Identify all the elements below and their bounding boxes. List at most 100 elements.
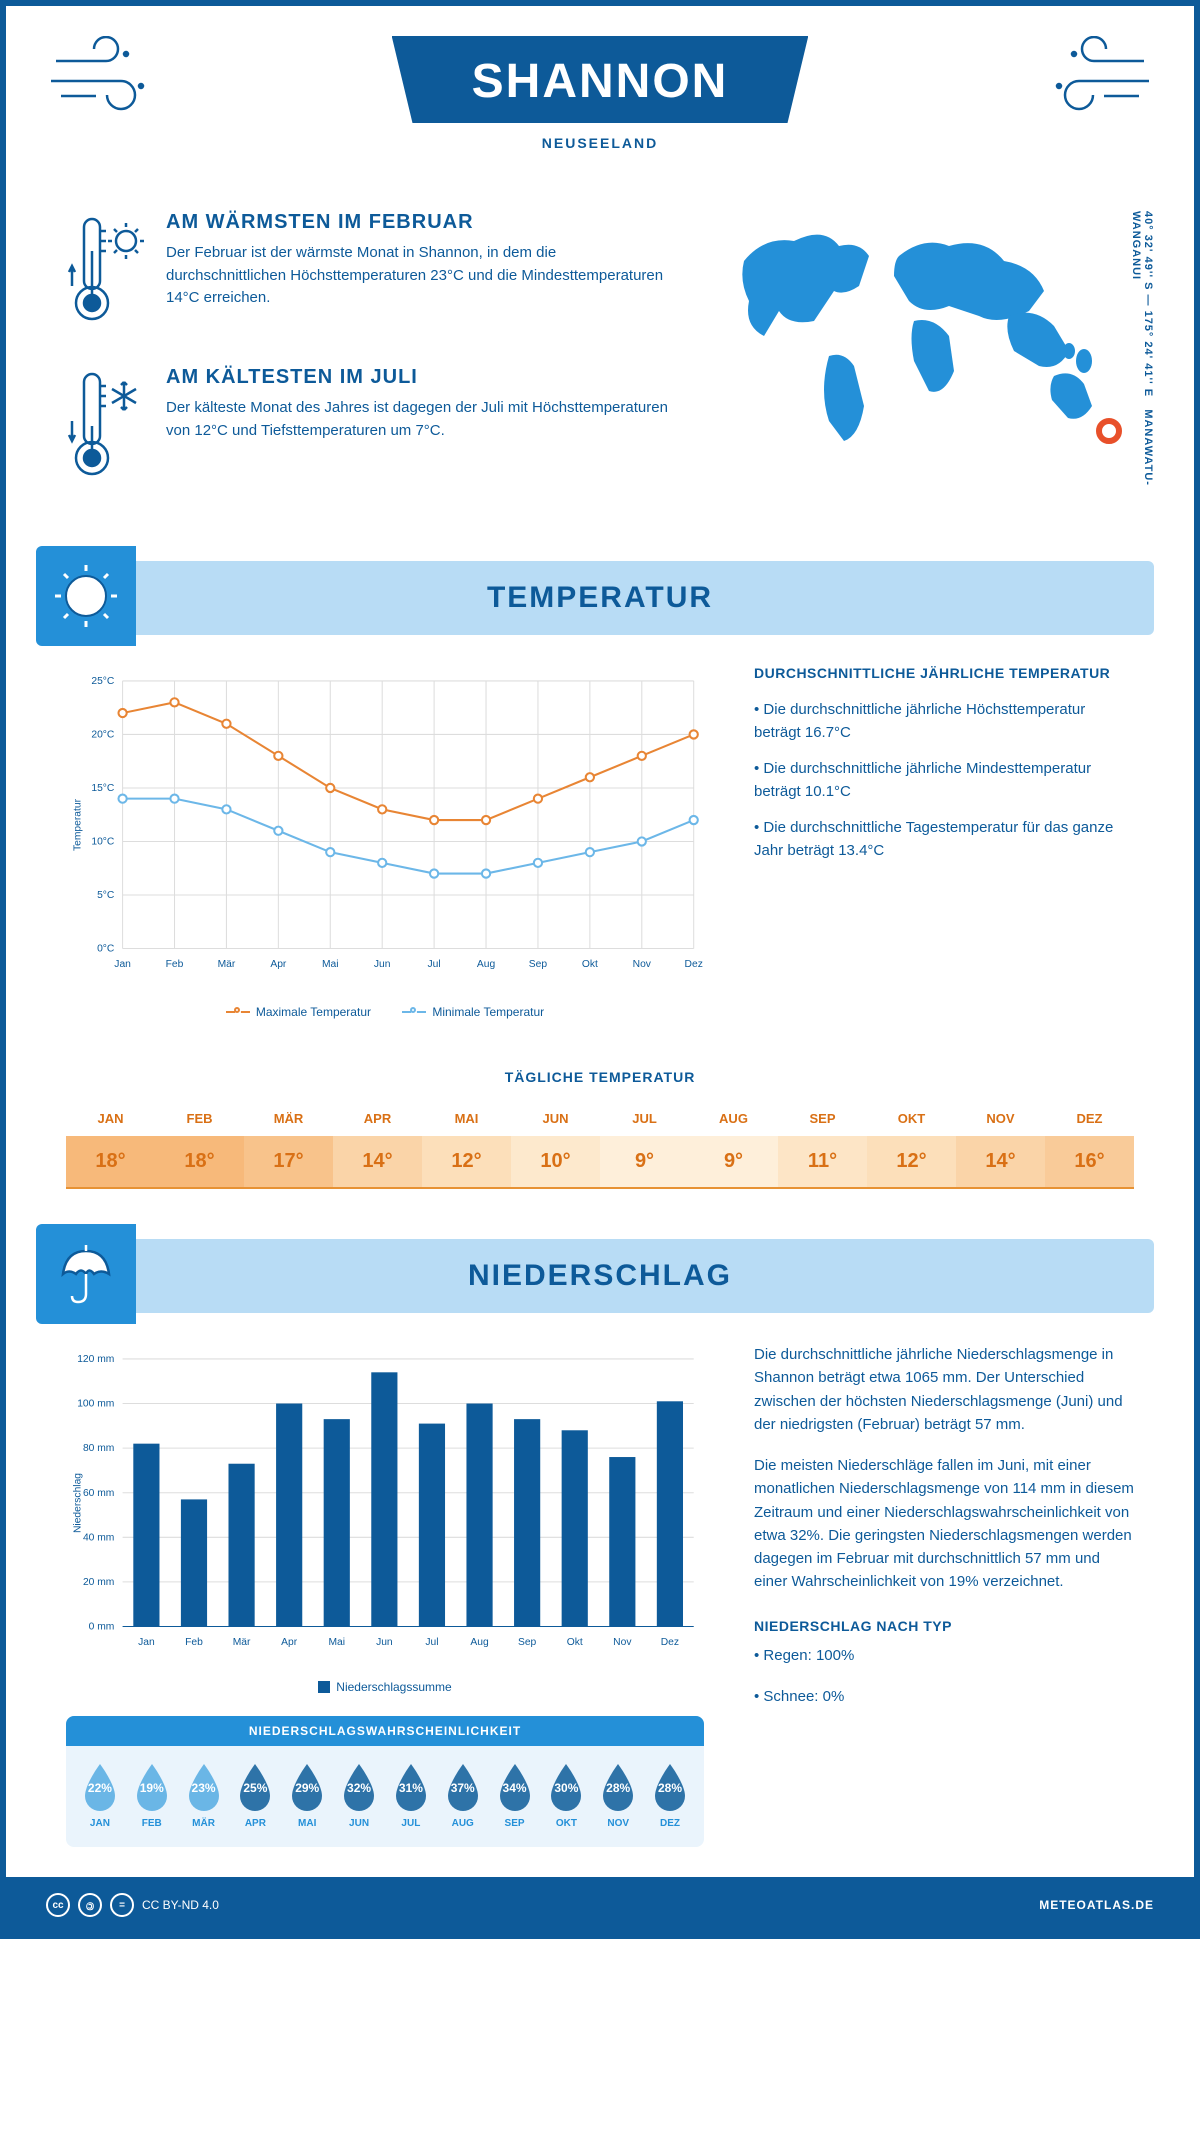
svg-text:Mär: Mär [233,1637,251,1648]
droplet-icon: 29% [286,1760,328,1812]
droplet-icon: 30% [545,1760,587,1812]
warmest-block: AM WÄRMSTEN IM FEBRUAR Der Februar ist d… [66,211,674,336]
svg-text:Feb: Feb [185,1637,203,1648]
probability-month: APR [231,1818,279,1829]
world-map: 40° 32' 49'' S — 175° 24' 41'' E MANAWAT… [714,211,1134,521]
umbrella-icon [36,1224,136,1324]
svg-text:0°C: 0°C [97,944,115,955]
precip-chart-legend: Niederschlagssumme [66,1680,704,1696]
probability-cell: 23%MÄR [180,1760,228,1829]
temp-value: 9° [689,1136,778,1187]
info-left: AM WÄRMSTEN IM FEBRUAR Der Februar ist d… [66,211,674,521]
temperature-line-chart: 0°C5°C10°C15°C20°C25°CJanFebMärAprMaiJun… [66,665,704,1019]
precipitation-bar-chart: 0 mm20 mm40 mm60 mm80 mm100 mm120 mmJanF… [66,1343,704,1663]
probability-value: 28% [606,1781,630,1795]
probability-value: 23% [192,1781,216,1795]
svg-text:120 mm: 120 mm [77,1354,114,1365]
svg-text:20 mm: 20 mm [83,1577,114,1588]
probability-cell: 30% OKT [542,1760,590,1829]
svg-text:20°C: 20°C [91,730,115,741]
warmest-desc: Der Februar ist der wärmste Monat in Sha… [166,242,674,310]
coldest-title: AM KÄLTESTEN IM JULI [166,366,674,389]
precip-text-1: Die durchschnittliche jährliche Niedersc… [754,1343,1134,1436]
temp-value: 18° [155,1136,244,1187]
svg-text:Nov: Nov [613,1637,632,1648]
precip-type-title: NIEDERSCHLAG NACH TYP [754,1618,1134,1634]
precipitation-section-header: NIEDERSCHLAG [46,1239,1154,1313]
svg-text:Jun: Jun [374,959,391,970]
temp-fact-2: • Die durchschnittliche jährliche Mindes… [754,758,1134,803]
temp-cell: MAI12° [422,1101,511,1187]
country-subtitle: NEUSEELAND [46,135,1154,151]
probability-cell: 34%SEP [491,1760,539,1829]
probability-value: 19% [140,1781,164,1795]
title-badge: SHANNON [392,36,809,123]
temp-value: 10° [511,1136,600,1187]
svg-text:Mär: Mär [218,959,236,970]
temp-month-label: AUG [689,1101,778,1136]
probability-month: NOV [594,1818,642,1829]
temperature-facts: DURCHSCHNITTLICHE JÄHRLICHE TEMPERATUR •… [754,665,1134,1019]
svg-text:Feb: Feb [166,959,184,970]
temp-cell: JUL9° [600,1101,689,1187]
probability-value: 37% [451,1781,475,1795]
daily-temp-title: TÄGLICHE TEMPERATUR [6,1069,1194,1085]
probability-value: 32% [347,1781,371,1795]
daily-temp-table: JAN18°FEB18°MÄR17°APR14°MAI12°JUN10°JUL9… [66,1101,1134,1189]
svg-text:Apr: Apr [270,959,287,970]
precipitation-left: 0 mm20 mm40 mm60 mm80 mm100 mm120 mmJanF… [66,1343,704,1847]
probability-cell: 37% AUG [439,1760,487,1829]
precip-rain: • Regen: 100% [754,1644,1134,1667]
probability-value: 25% [243,1781,267,1795]
svg-text:Okt: Okt [567,1637,583,1648]
footer-site: METEOATLAS.DE [1039,1898,1154,1912]
wind-icon-left [46,36,166,116]
footer-license: cc 🄯 = CC BY-ND 4.0 [46,1893,219,1917]
probability-month: DEZ [646,1818,694,1829]
temp-fact-3: • Die durchschnittliche Tagestemperatur … [754,817,1134,862]
svg-text:0 mm: 0 mm [89,1622,115,1633]
svg-text:Jun: Jun [376,1637,393,1648]
probability-title: NIEDERSCHLAGSWAHRSCHEINLICHKEIT [66,1716,704,1746]
svg-text:Aug: Aug [470,1637,489,1648]
temp-value: 18° [66,1136,155,1187]
droplet-icon: 28% [597,1760,639,1812]
probability-month: OKT [542,1818,590,1829]
thermometer-hot-icon [66,211,146,336]
svg-text:Sep: Sep [529,959,548,970]
world-map-svg [714,211,1134,471]
coldest-block: AM KÄLTESTEN IM JULI Der kälteste Monat … [66,366,674,491]
droplet-icon: 32% [338,1760,380,1812]
temp-cell: JAN18° [66,1101,155,1187]
svg-text:Aug: Aug [477,959,496,970]
temp-value: 17° [244,1136,333,1187]
warmest-title: AM WÄRMSTEN IM FEBRUAR [166,211,674,234]
temp-cell: DEZ16° [1045,1101,1134,1187]
droplet-icon: 31% [390,1760,432,1812]
probability-cell: 25% APR [231,1760,279,1829]
temp-cell: FEB18° [155,1101,244,1187]
coldest-desc: Der kälteste Monat des Jahres ist dagege… [166,397,674,442]
svg-text:5°C: 5°C [97,890,115,901]
nd-icon: = [110,1893,134,1917]
wind-icon-right [1034,36,1154,116]
temp-month-label: NOV [956,1101,1045,1136]
svg-text:Jan: Jan [114,959,131,970]
temp-cell: APR14° [333,1101,422,1187]
temp-month-label: JAN [66,1101,155,1136]
precip-text-2: Die meisten Niederschläge fallen im Juni… [754,1454,1134,1594]
thermometer-cold-icon [66,366,146,491]
temp-facts-title: DURCHSCHNITTLICHE JÄHRLICHE TEMPERATUR [754,665,1134,681]
temp-month-label: SEP [778,1101,867,1136]
svg-text:60 mm: 60 mm [83,1488,114,1499]
probability-month: FEB [128,1818,176,1829]
svg-text:Dez: Dez [685,959,703,970]
probability-month: AUG [439,1818,487,1829]
probability-value: 34% [503,1781,527,1795]
temp-cell: SEP11° [778,1101,867,1187]
temp-month-label: DEZ [1045,1101,1134,1136]
temp-value: 12° [867,1136,956,1187]
probability-month: JUN [335,1818,383,1829]
page-root: SHANNON NEUSEELAND AM WÄRMSTEN IM FEBRUA… [0,0,1200,1939]
temp-fact-1: • Die durchschnittliche jährliche Höchst… [754,699,1134,744]
